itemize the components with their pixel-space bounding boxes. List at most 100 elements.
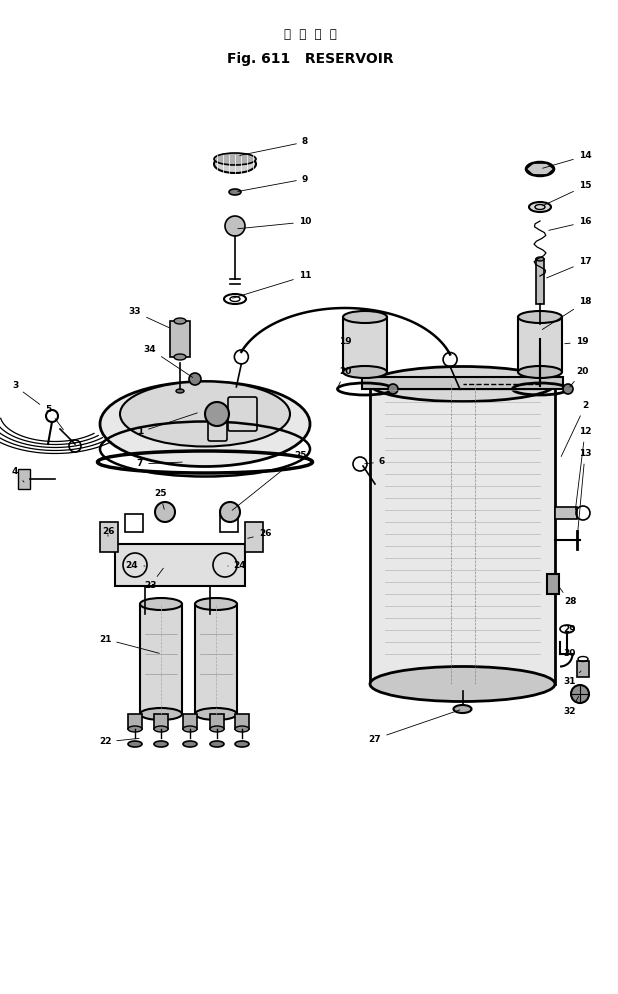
Bar xyxy=(555,507,577,519)
Text: 9: 9 xyxy=(238,175,308,192)
Text: 10: 10 xyxy=(238,218,311,229)
Text: リ  ザ  ー  バ: リ ザ ー バ xyxy=(284,28,336,41)
Text: 21: 21 xyxy=(99,634,159,653)
Bar xyxy=(125,514,143,532)
Polygon shape xyxy=(115,544,245,586)
Ellipse shape xyxy=(174,354,186,360)
Text: 13: 13 xyxy=(577,449,591,537)
Bar xyxy=(536,259,544,304)
Circle shape xyxy=(189,373,201,385)
Text: 19: 19 xyxy=(339,338,351,347)
Text: 8: 8 xyxy=(240,137,308,155)
Text: 20: 20 xyxy=(570,368,588,387)
Bar xyxy=(370,384,555,684)
Bar xyxy=(577,661,589,677)
Circle shape xyxy=(225,216,245,236)
Bar xyxy=(128,714,142,729)
Ellipse shape xyxy=(154,741,168,747)
Ellipse shape xyxy=(214,155,256,173)
Text: 28: 28 xyxy=(559,586,576,606)
Text: 4: 4 xyxy=(12,467,24,482)
Ellipse shape xyxy=(370,667,555,702)
Circle shape xyxy=(155,502,175,522)
Bar xyxy=(100,522,118,552)
Circle shape xyxy=(563,384,573,394)
Text: 25: 25 xyxy=(232,451,307,510)
Text: 24: 24 xyxy=(125,562,145,571)
Ellipse shape xyxy=(183,726,197,732)
Ellipse shape xyxy=(154,726,168,732)
Ellipse shape xyxy=(536,257,544,261)
Circle shape xyxy=(205,402,229,426)
Ellipse shape xyxy=(210,741,224,747)
Bar xyxy=(518,317,562,372)
Text: 11: 11 xyxy=(232,271,311,298)
Bar xyxy=(154,714,168,729)
Ellipse shape xyxy=(128,726,142,732)
Ellipse shape xyxy=(235,726,249,732)
Text: 25: 25 xyxy=(154,489,166,509)
Text: 7: 7 xyxy=(137,459,182,468)
Ellipse shape xyxy=(229,189,241,195)
Text: 17: 17 xyxy=(546,257,591,278)
Bar xyxy=(220,514,238,532)
Ellipse shape xyxy=(128,741,142,747)
Text: 33: 33 xyxy=(129,307,169,328)
Bar xyxy=(18,469,30,489)
Text: 34: 34 xyxy=(144,345,193,378)
Bar xyxy=(343,317,387,372)
Ellipse shape xyxy=(195,598,237,610)
Bar xyxy=(183,714,197,729)
Ellipse shape xyxy=(526,162,554,176)
Circle shape xyxy=(571,685,589,703)
Text: 27: 27 xyxy=(369,710,460,744)
Text: 23: 23 xyxy=(144,569,163,590)
Text: 12: 12 xyxy=(575,427,591,510)
Text: 2: 2 xyxy=(561,402,588,456)
Text: 26: 26 xyxy=(102,528,114,537)
Ellipse shape xyxy=(100,382,310,466)
Bar xyxy=(170,321,190,357)
Text: 31: 31 xyxy=(564,671,581,687)
Text: 32: 32 xyxy=(564,697,578,717)
Text: 24: 24 xyxy=(228,562,247,571)
Text: 5: 5 xyxy=(45,405,64,429)
Text: 22: 22 xyxy=(99,738,139,746)
Bar xyxy=(362,377,563,389)
Text: 20: 20 xyxy=(338,368,351,387)
Text: 1: 1 xyxy=(137,413,197,436)
Text: 6: 6 xyxy=(365,457,385,466)
Ellipse shape xyxy=(343,366,387,378)
Ellipse shape xyxy=(120,382,290,446)
Ellipse shape xyxy=(214,153,256,165)
Ellipse shape xyxy=(235,741,249,747)
Text: Fig. 611   RESERVOIR: Fig. 611 RESERVOIR xyxy=(227,52,393,66)
Text: 14: 14 xyxy=(543,151,591,168)
Text: 15: 15 xyxy=(543,182,591,206)
Ellipse shape xyxy=(454,705,472,713)
Ellipse shape xyxy=(176,389,184,393)
Ellipse shape xyxy=(174,318,186,324)
Text: 18: 18 xyxy=(543,297,591,329)
Circle shape xyxy=(220,502,240,522)
Ellipse shape xyxy=(531,327,549,335)
Ellipse shape xyxy=(529,202,551,212)
Text: 29: 29 xyxy=(564,624,577,633)
Text: 30: 30 xyxy=(564,649,576,658)
Circle shape xyxy=(388,384,398,394)
Bar xyxy=(210,714,224,729)
Bar xyxy=(245,522,263,552)
Text: 26: 26 xyxy=(248,530,271,539)
Ellipse shape xyxy=(140,598,182,610)
Bar xyxy=(140,604,182,714)
Ellipse shape xyxy=(210,726,224,732)
Ellipse shape xyxy=(518,311,562,323)
Bar xyxy=(235,714,249,729)
Ellipse shape xyxy=(195,708,237,720)
Bar xyxy=(195,604,237,714)
Ellipse shape xyxy=(370,367,555,402)
Ellipse shape xyxy=(140,708,182,720)
Ellipse shape xyxy=(183,741,197,747)
Text: 19: 19 xyxy=(565,338,588,347)
Ellipse shape xyxy=(343,311,387,323)
